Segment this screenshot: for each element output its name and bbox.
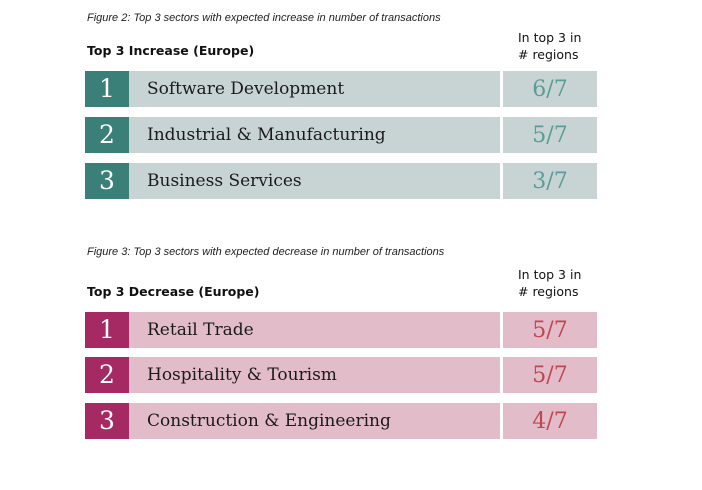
decrease-column-header: In top 3 in # regions	[518, 266, 608, 300]
decrease-column-header-line-2: # regions	[518, 284, 579, 299]
increase-row-3: 3 Business Services 3/7	[85, 163, 597, 199]
decrease-row-2: 2 Hospitality & Tourism 5/7	[85, 357, 597, 393]
sector-label: Business Services	[129, 163, 500, 199]
sector-label: Software Development	[129, 71, 500, 107]
rank-badge: 2	[85, 117, 129, 153]
rank-badge: 1	[85, 71, 129, 107]
increase-column-header-line-2: # regions	[518, 47, 579, 62]
increase-title: Top 3 Increase (Europe)	[87, 43, 255, 58]
decrease-row-3: 3 Construction & Engineering 4/7	[85, 403, 597, 439]
sector-label: Retail Trade	[129, 312, 500, 348]
rank-badge: 3	[85, 163, 129, 199]
region-count: 5/7	[503, 357, 597, 393]
rank-badge: 3	[85, 403, 129, 439]
sector-label: Hospitality & Tourism	[129, 357, 500, 393]
sector-label: Industrial & Manufacturing	[129, 117, 500, 153]
region-count: 4/7	[503, 403, 597, 439]
rank-badge: 2	[85, 357, 129, 393]
increase-row-1: 1 Software Development 6/7	[85, 71, 597, 107]
region-count: 3/7	[503, 163, 597, 199]
decrease-column-header-line-1: In top 3 in	[518, 267, 582, 282]
sector-label: Construction & Engineering	[129, 403, 500, 439]
figure-2-caption: Figure 2: Top 3 sectors with expected in…	[87, 12, 441, 24]
increase-row-2: 2 Industrial & Manufacturing 5/7	[85, 117, 597, 153]
decrease-row-1: 1 Retail Trade 5/7	[85, 312, 597, 348]
region-count: 5/7	[503, 117, 597, 153]
region-count: 6/7	[503, 71, 597, 107]
figure-3-caption: Figure 3: Top 3 sectors with expected de…	[87, 246, 445, 258]
decrease-title: Top 3 Decrease (Europe)	[87, 284, 260, 299]
rank-badge: 1	[85, 312, 129, 348]
region-count: 5/7	[503, 312, 597, 348]
increase-column-header-line-1: In top 3 in	[518, 30, 582, 45]
increase-column-header: In top 3 in # regions	[518, 29, 608, 63]
